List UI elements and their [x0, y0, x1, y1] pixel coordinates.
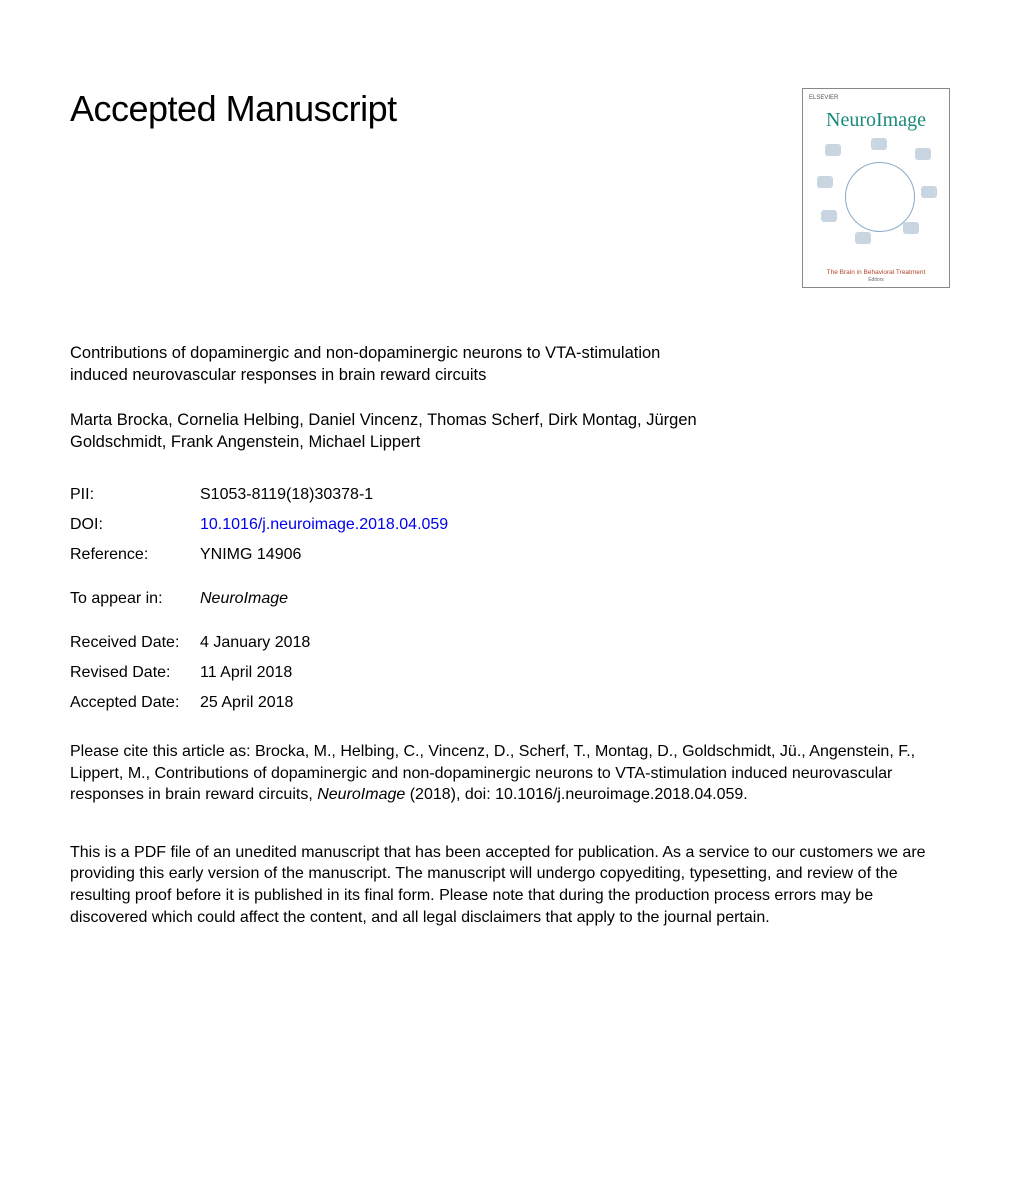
reference-label: Reference: [70, 547, 200, 563]
meta-row-revised: Revised Date: 11 April 2018 [70, 665, 950, 681]
header-row: Accepted Manuscript ELSEVIER NeuroImage … [70, 88, 950, 288]
accepted-value: 25 April 2018 [200, 695, 293, 711]
cover-journal-name: NeuroImage [807, 109, 945, 132]
citation-suffix: (2018), doi: 10.1016/j.neuroimage.2018.0… [405, 786, 747, 803]
cover-graphic [811, 138, 941, 263]
cover-footer: The Brain in Behavioral Treatment Editor… [807, 269, 945, 283]
meta-row-received: Received Date: 4 January 2018 [70, 635, 950, 651]
appear-value: NeuroImage [200, 591, 288, 607]
meta-row-accepted: Accepted Date: 25 April 2018 [70, 695, 950, 711]
cover-footer-line2: Editors [807, 277, 945, 283]
accepted-label: Accepted Date: [70, 695, 200, 711]
cover-top-bar: ELSEVIER [807, 93, 945, 107]
citation-journal: NeuroImage [317, 786, 405, 803]
journal-cover-thumbnail: ELSEVIER NeuroImage The Brain in Behavio… [802, 88, 950, 288]
revised-value: 11 April 2018 [200, 665, 292, 681]
citation-text: Please cite this article as: Brocka, M.,… [70, 741, 930, 806]
pii-label: PII: [70, 487, 200, 503]
cover-footer-line1: The Brain in Behavioral Treatment [807, 269, 945, 277]
disclaimer-text: This is a PDF file of an unedited manusc… [70, 842, 940, 928]
cover-publisher-mark: ELSEVIER [809, 95, 838, 107]
meta-row-reference: Reference: YNIMG 14906 [70, 547, 950, 563]
reference-value: YNIMG 14906 [200, 547, 301, 563]
pii-value: S1053-8119(18)30378-1 [200, 487, 373, 503]
revised-label: Revised Date: [70, 665, 200, 681]
appear-label: To appear in: [70, 591, 200, 607]
meta-row-doi: DOI: 10.1016/j.neuroimage.2018.04.059 [70, 517, 950, 533]
received-value: 4 January 2018 [200, 635, 310, 651]
accepted-manuscript-heading: Accepted Manuscript [70, 88, 397, 130]
doi-link[interactable]: 10.1016/j.neuroimage.2018.04.059 [200, 517, 448, 533]
article-authors: Marta Brocka, Cornelia Helbing, Daniel V… [70, 409, 720, 454]
doi-label: DOI: [70, 517, 200, 533]
meta-row-pii: PII: S1053-8119(18)30378-1 [70, 487, 950, 503]
received-label: Received Date: [70, 635, 200, 651]
meta-row-appear: To appear in: NeuroImage [70, 591, 950, 607]
metadata-table: PII: S1053-8119(18)30378-1 DOI: 10.1016/… [70, 487, 950, 711]
article-title: Contributions of dopaminergic and non-do… [70, 342, 710, 387]
